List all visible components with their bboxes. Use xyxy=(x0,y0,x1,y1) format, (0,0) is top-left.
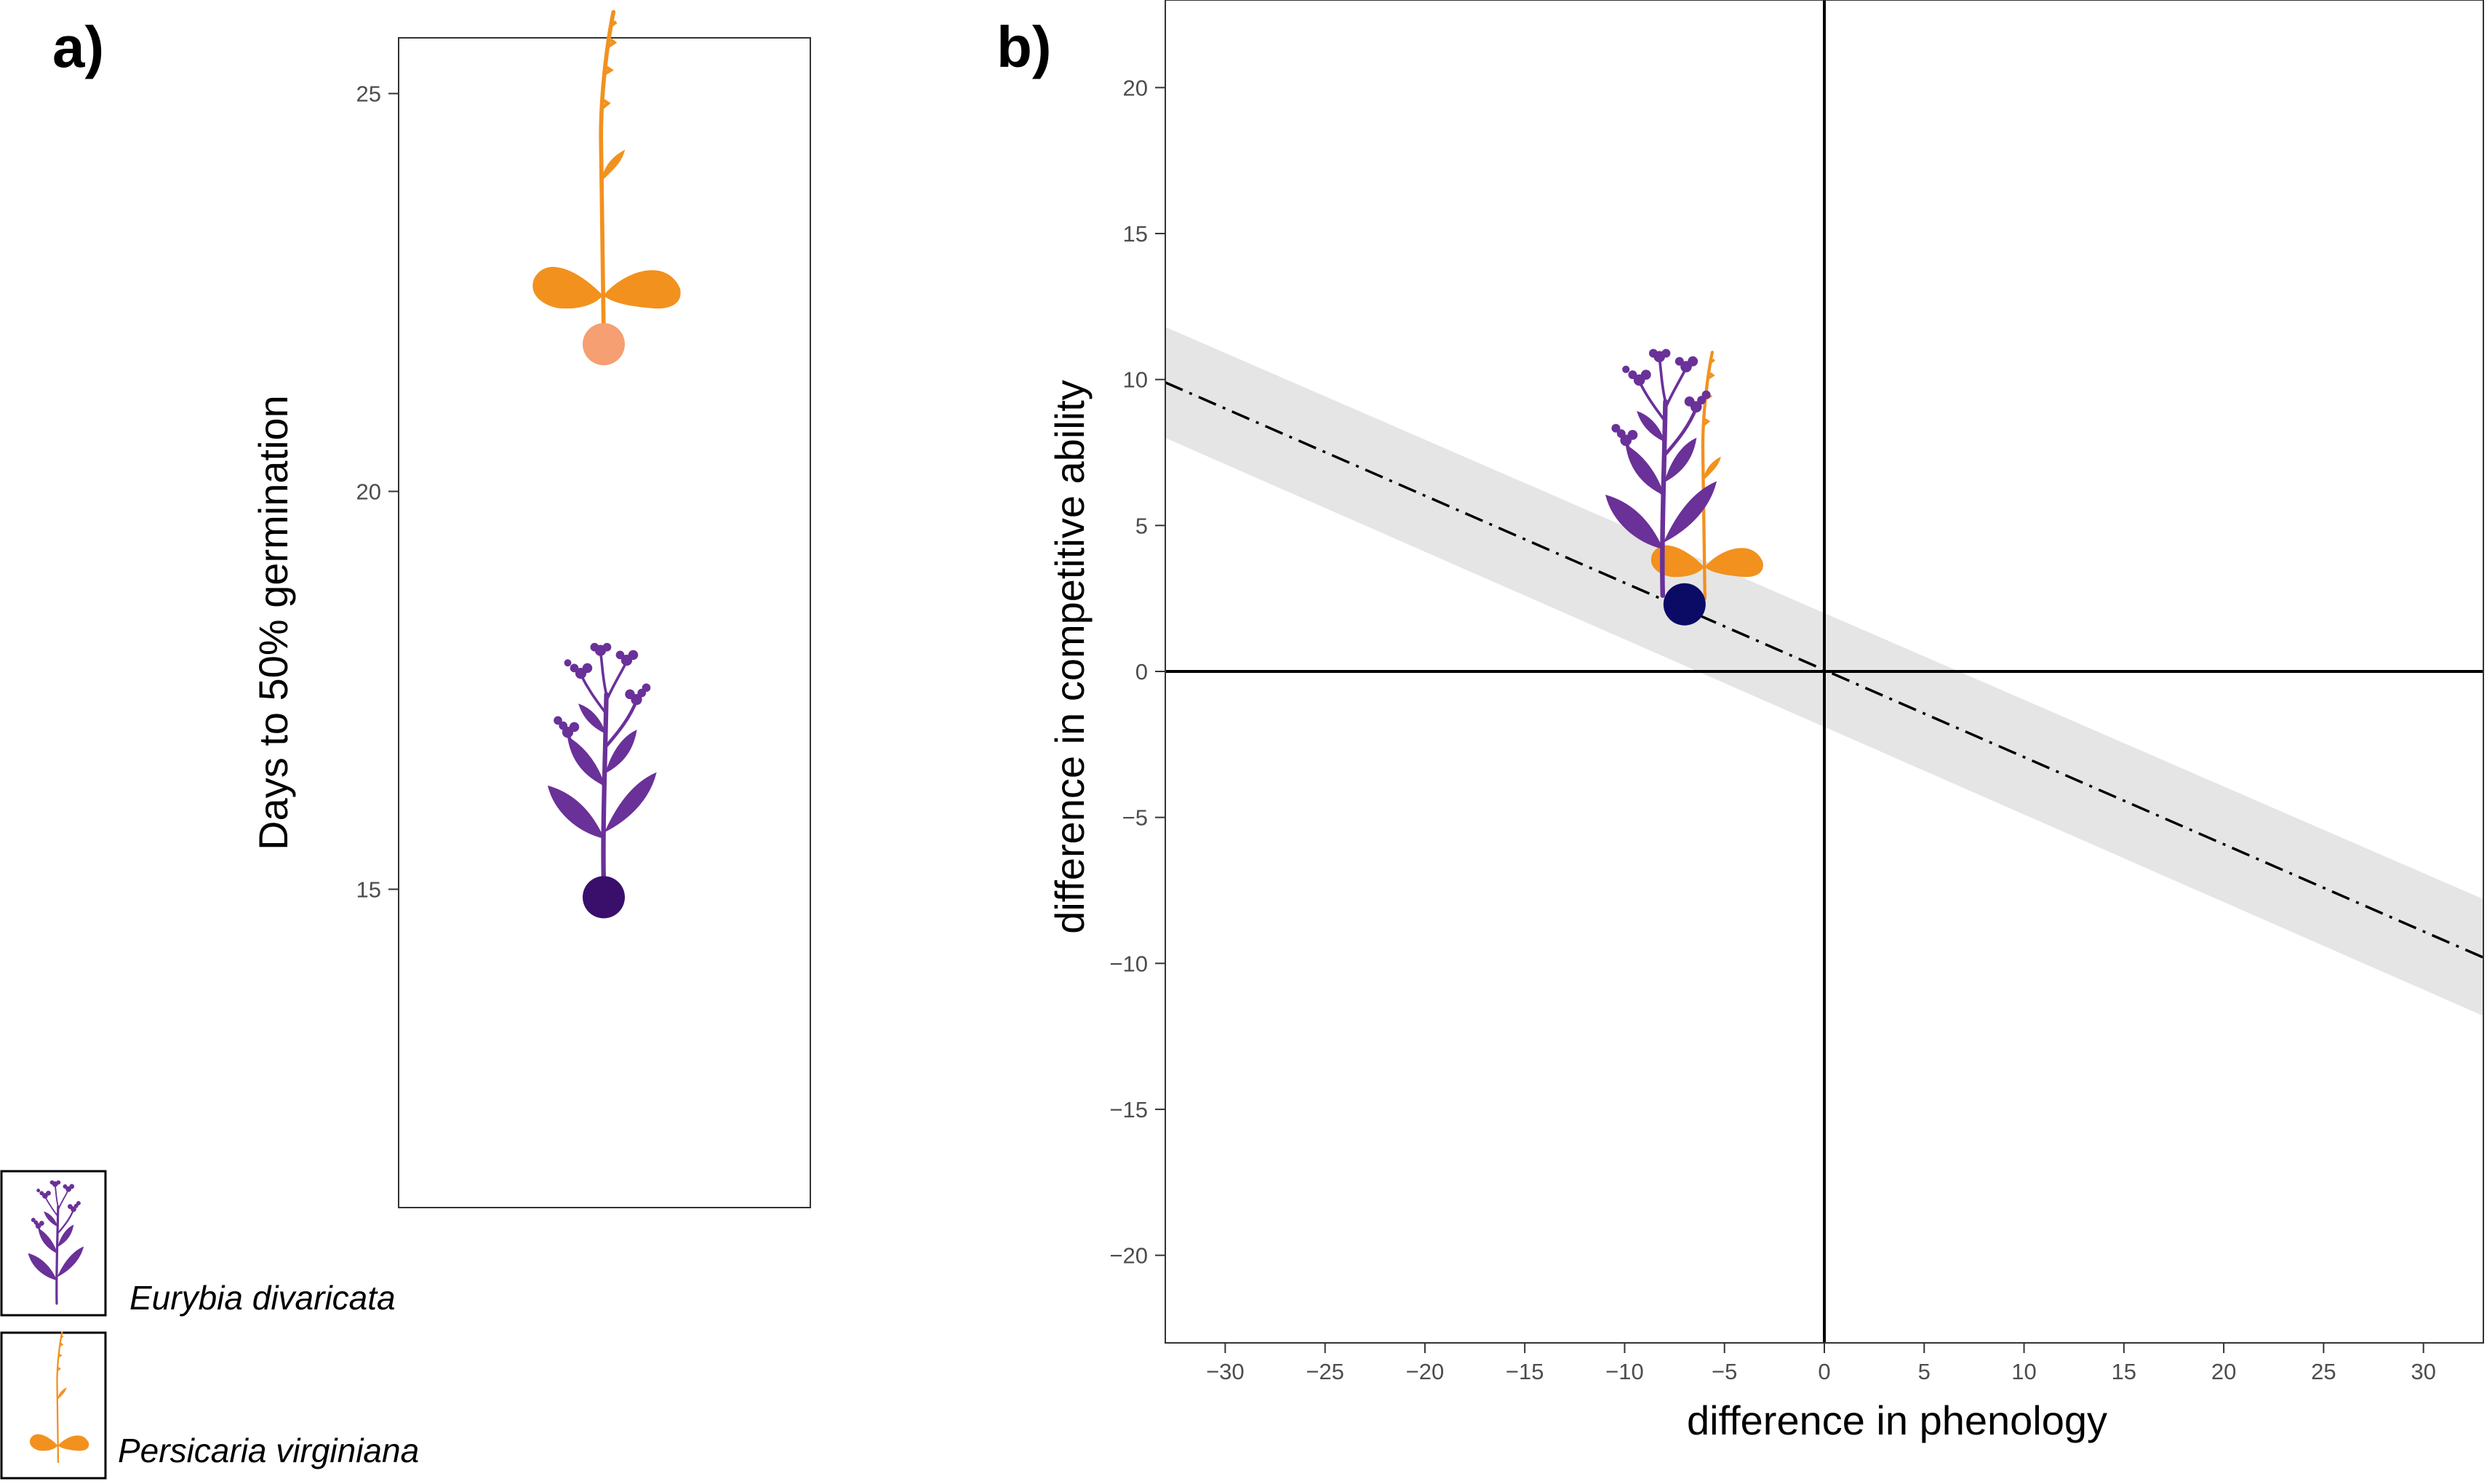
data-point xyxy=(583,876,625,919)
legend-item-eurybia: Eurybia divaricata xyxy=(0,1170,396,1317)
legend-label-eurybia: Eurybia divaricata xyxy=(129,1279,396,1317)
y-tick-label: 20 xyxy=(356,479,381,505)
panel-a: 15 20 25 Days to 50% germination xyxy=(250,12,811,1208)
x-tick-label: 15 xyxy=(2112,1359,2136,1384)
regression-line xyxy=(1165,381,2484,959)
panel-b-points xyxy=(1606,349,1763,626)
legend-key-box xyxy=(0,1170,107,1317)
y-tick-label: 15 xyxy=(1123,221,1148,247)
panel-b-y-axis-title: difference in competitive ability xyxy=(1047,380,1093,934)
panel-b-x-axis-title: difference in phenology xyxy=(1687,1397,2107,1443)
x-tick-label: 5 xyxy=(1918,1359,1931,1384)
panel-label-a: a) xyxy=(52,15,104,79)
y-tick-label: 20 xyxy=(1123,75,1148,100)
persicaria-plant-icon xyxy=(533,12,680,338)
panel-a-frame xyxy=(398,37,811,1208)
panel-b-y-axis: −20 −15 −10 −5 0 5 10 15 20 xyxy=(1109,75,1165,1269)
x-tick-label: −15 xyxy=(1506,1359,1544,1384)
y-tick-label: 15 xyxy=(356,877,381,902)
panel-a-y-axis-title: Days to 50% germination xyxy=(250,395,296,850)
legend-key-box xyxy=(0,1331,107,1480)
x-tick-label: 20 xyxy=(2211,1359,2236,1384)
panel-a-points xyxy=(533,12,680,919)
y-tick-label: −15 xyxy=(1109,1097,1148,1122)
x-tick-label: −20 xyxy=(1406,1359,1445,1384)
x-tick-label: 0 xyxy=(1818,1359,1830,1384)
y-tick-label: 0 xyxy=(1135,659,1148,685)
data-point xyxy=(1663,583,1706,626)
x-tick-label: −30 xyxy=(1206,1359,1245,1384)
y-tick-label: −5 xyxy=(1122,805,1148,831)
y-tick-label: 5 xyxy=(1135,513,1148,538)
x-tick-label: −10 xyxy=(1605,1359,1644,1384)
panel-b: −30 −25 −20 −15 −10 −5 0 5 10 15 20 25 30 −20−15−10−… xyxy=(1047,0,2484,1443)
panel-b-x-axis: −30 −25 −20 −15 −10 −5 0 5 10 15 20 25 30 xyxy=(1206,1343,2436,1384)
x-tick-label: 10 xyxy=(2011,1359,2036,1384)
data-point xyxy=(583,323,625,366)
y-tick-label: 10 xyxy=(1123,367,1148,393)
legend: Eurybia divaricata Persicaria virginiana xyxy=(0,1170,419,1480)
legend-item-persicaria: Persicaria virginiana xyxy=(0,1331,419,1480)
x-tick-label: 25 xyxy=(2311,1359,2336,1384)
x-tick-label: −25 xyxy=(1306,1359,1344,1384)
y-tick-label: −20 xyxy=(1109,1243,1148,1269)
panel-label-b: b) xyxy=(997,15,1052,79)
panel-a-y-axis: 15 20 25 xyxy=(356,81,399,902)
y-tick-label: −10 xyxy=(1109,951,1148,976)
y-tick-label: 25 xyxy=(356,81,381,107)
legend-label-persicaria: Persicaria virginiana xyxy=(118,1432,419,1469)
x-tick-label: −5 xyxy=(1712,1359,1737,1384)
eurybia-plant-icon xyxy=(548,643,657,884)
x-tick-label: 30 xyxy=(2411,1359,2435,1384)
